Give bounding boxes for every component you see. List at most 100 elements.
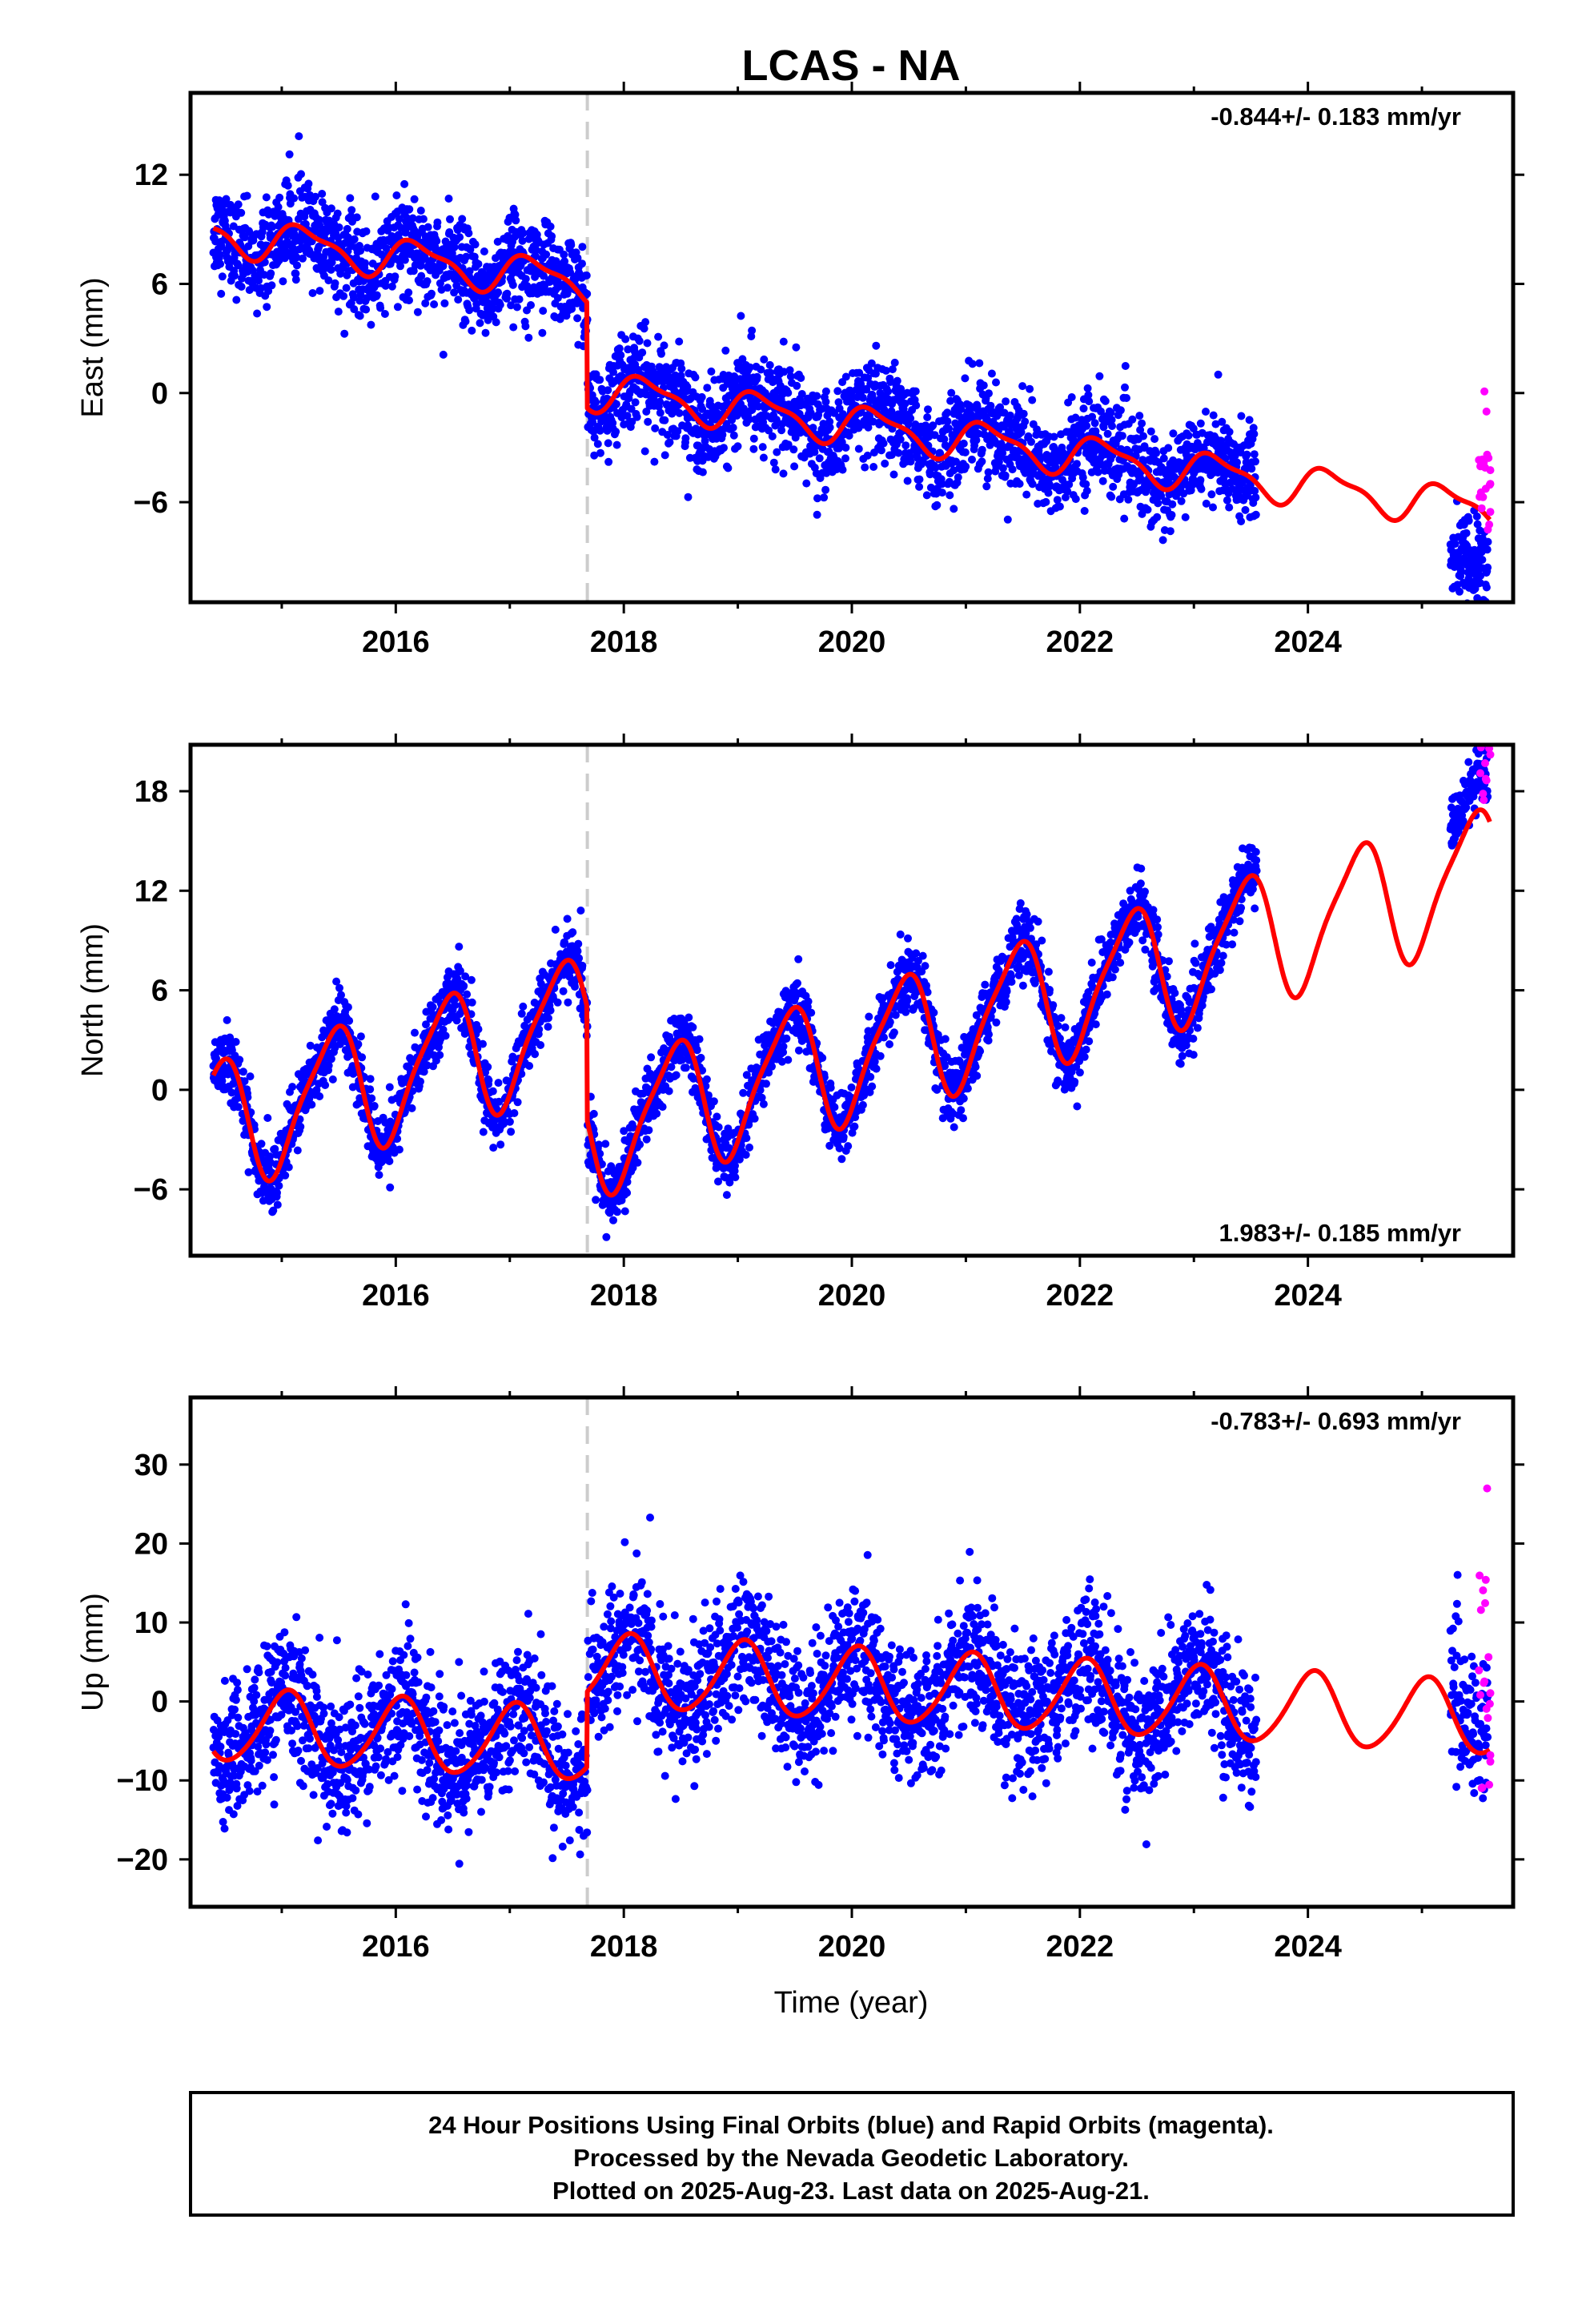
final-orbit-point bbox=[1053, 496, 1062, 505]
final-orbit-point bbox=[1478, 556, 1487, 564]
final-orbit-point bbox=[869, 417, 877, 426]
final-orbit-point bbox=[675, 337, 684, 346]
final-orbit-point bbox=[275, 1181, 283, 1190]
final-orbit-point bbox=[217, 289, 226, 298]
final-orbit-point bbox=[566, 268, 575, 276]
final-orbit-point bbox=[339, 292, 348, 300]
final-orbit-point bbox=[813, 510, 821, 519]
final-orbit-point bbox=[869, 463, 878, 471]
final-orbit-point bbox=[366, 1085, 375, 1094]
final-orbit-point bbox=[933, 501, 942, 509]
final-orbit-point bbox=[465, 267, 474, 275]
final-orbit-point bbox=[952, 457, 961, 466]
final-orbit-point bbox=[1237, 517, 1246, 525]
x-tick-label: 2020 bbox=[818, 625, 886, 659]
final-orbit-point bbox=[1143, 505, 1152, 514]
final-orbit-point bbox=[315, 1092, 324, 1100]
final-orbit-point bbox=[262, 193, 271, 202]
final-orbit-point bbox=[1121, 362, 1130, 370]
final-orbit-point bbox=[267, 269, 275, 278]
final-orbit-point bbox=[494, 288, 503, 297]
final-orbit-point bbox=[462, 252, 471, 261]
final-orbit-point bbox=[592, 398, 600, 407]
final-orbit-point bbox=[1169, 429, 1178, 438]
final-orbit-point bbox=[749, 434, 758, 443]
final-orbit-point bbox=[589, 1109, 598, 1118]
final-orbit-point bbox=[362, 305, 371, 314]
final-orbit-point bbox=[1472, 512, 1481, 521]
final-orbit-point bbox=[771, 465, 780, 474]
final-orbit-point bbox=[1088, 412, 1097, 421]
final-orbit-point bbox=[779, 1042, 788, 1051]
final-orbit-point bbox=[291, 275, 300, 284]
final-orbit-point bbox=[367, 1094, 376, 1103]
final-orbit-point bbox=[295, 132, 303, 141]
final-orbit-point bbox=[593, 440, 602, 448]
final-orbit-point bbox=[403, 214, 412, 223]
final-orbit-point bbox=[1061, 493, 1070, 502]
final-orbit-point bbox=[643, 339, 652, 348]
final-orbit-point bbox=[324, 276, 333, 285]
final-orbit-point bbox=[841, 444, 850, 452]
final-orbit-point bbox=[1464, 517, 1473, 525]
final-orbit-point bbox=[553, 294, 562, 303]
final-orbit-point bbox=[396, 262, 404, 271]
final-orbit-point bbox=[222, 195, 231, 203]
rapid-orbit-point bbox=[1484, 453, 1493, 462]
final-orbit-point bbox=[1006, 411, 1014, 420]
final-orbit-point bbox=[1033, 425, 1042, 434]
final-orbit-point bbox=[1251, 510, 1260, 519]
final-orbit-point bbox=[510, 1109, 519, 1117]
final-orbit-point bbox=[737, 312, 745, 320]
final-orbit-point bbox=[1225, 503, 1234, 512]
final-orbit-point bbox=[915, 475, 924, 484]
final-orbit-point bbox=[1022, 490, 1031, 499]
final-orbit-point bbox=[274, 203, 283, 211]
final-orbit-point bbox=[651, 424, 660, 432]
y-tick-label: −6 bbox=[134, 486, 168, 520]
final-orbit-point bbox=[802, 479, 811, 488]
final-orbit-point bbox=[660, 341, 669, 350]
final-orbit-point bbox=[1094, 468, 1102, 476]
final-orbit-point bbox=[416, 1077, 424, 1086]
final-orbit-point bbox=[327, 204, 335, 213]
final-orbit-point bbox=[652, 1109, 661, 1118]
final-orbit-point bbox=[1021, 417, 1030, 426]
final-orbit-point bbox=[352, 213, 361, 222]
final-orbit-point bbox=[362, 227, 371, 235]
final-orbit-point bbox=[416, 207, 425, 215]
final-orbit-point bbox=[358, 1053, 367, 1062]
final-orbit-point bbox=[342, 283, 351, 292]
final-orbit-point bbox=[797, 390, 806, 398]
final-orbit-point bbox=[343, 1003, 352, 1011]
final-orbit-point bbox=[386, 1183, 395, 1192]
final-orbit-point bbox=[410, 195, 419, 203]
final-orbit-point bbox=[845, 432, 853, 440]
final-orbit-point bbox=[759, 1100, 768, 1108]
final-orbit-point bbox=[392, 191, 401, 199]
final-orbit-point bbox=[681, 1063, 690, 1072]
final-orbit-point bbox=[1116, 406, 1125, 415]
final-orbit-point bbox=[292, 253, 301, 262]
final-orbit-point bbox=[327, 1055, 335, 1063]
final-orbit-point bbox=[468, 326, 476, 335]
final-orbit-point bbox=[615, 344, 624, 353]
final-orbit-point bbox=[456, 233, 464, 242]
final-orbit-point bbox=[968, 360, 977, 368]
final-orbit-point bbox=[321, 1081, 330, 1089]
final-orbit-point bbox=[946, 491, 954, 500]
final-orbit-point bbox=[886, 378, 895, 386]
final-orbit-point bbox=[567, 240, 576, 249]
final-orbit-point bbox=[762, 1080, 770, 1088]
final-orbit-point bbox=[505, 1117, 514, 1126]
final-orbit-point bbox=[833, 387, 842, 396]
final-orbit-point bbox=[444, 195, 453, 203]
final-orbit-points bbox=[209, 746, 1492, 1241]
final-orbit-point bbox=[395, 215, 404, 223]
final-orbit-point bbox=[890, 358, 899, 367]
final-orbit-point bbox=[644, 1126, 653, 1135]
final-orbit-point bbox=[959, 439, 968, 448]
final-orbit-point bbox=[721, 346, 730, 355]
final-orbit-point bbox=[492, 318, 500, 327]
